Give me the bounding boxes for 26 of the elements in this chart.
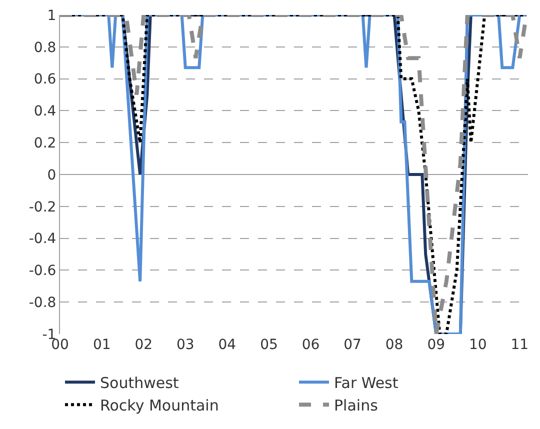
x-tick-label: 07 xyxy=(344,337,362,353)
y-tick-label: -0.4 xyxy=(28,231,56,248)
y-tick-label: 0.4 xyxy=(34,104,56,120)
legend-label: Southwest xyxy=(100,374,179,392)
y-tick-label: -0.2 xyxy=(28,199,56,216)
y-tick-label: -0.8 xyxy=(28,295,56,311)
line-series xyxy=(60,15,528,334)
x-tick-label: 09 xyxy=(427,337,446,353)
y-tick-label: 0 xyxy=(47,167,56,184)
x-tick-label: 04 xyxy=(218,337,236,353)
legend-label: Plains xyxy=(334,396,378,414)
x-tick-label: 11 xyxy=(510,337,529,353)
y-tick-label: 0.6 xyxy=(34,72,56,88)
y-tick-label: 0.2 xyxy=(34,136,56,152)
x-tick-label: 08 xyxy=(385,337,404,353)
y-tick-label: -0.6 xyxy=(28,263,56,280)
legend-label: Rocky Mountain xyxy=(100,396,219,414)
x-tick-label: 06 xyxy=(302,337,320,353)
x-tick-label: 03 xyxy=(176,337,194,353)
x-tick-label: 01 xyxy=(92,337,111,353)
y-tick-label: 1 xyxy=(47,8,56,24)
x-tick-label: 10 xyxy=(468,337,487,353)
y-tick-label: 0.8 xyxy=(34,40,56,56)
x-tick-label: 05 xyxy=(260,337,278,353)
legend-label: Far West xyxy=(334,374,398,392)
x-tick-label: 02 xyxy=(134,337,153,353)
